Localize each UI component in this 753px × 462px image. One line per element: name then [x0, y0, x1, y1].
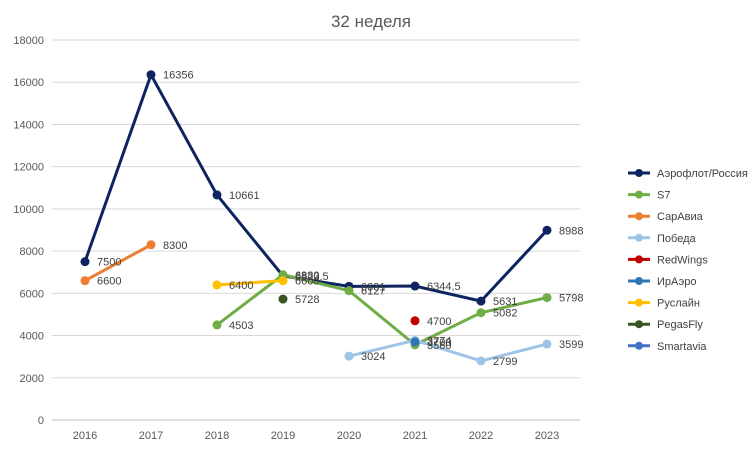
series-line: [216, 273, 548, 347]
legend: Аэрофлот/Россия S7 СарАвиа Победа RedWings Ир…: [628, 168, 748, 353]
y-tick-label: 4000: [20, 331, 44, 343]
chart-title: 32 неделя: [331, 12, 411, 31]
legend-entry: RedWings: [657, 254, 708, 266]
y-tick-label: 8000: [20, 246, 44, 258]
y-tick-label: 16000: [13, 77, 44, 89]
legend-entry: Победа: [657, 233, 696, 245]
data-label: 5798: [559, 293, 583, 305]
x-tick-label: 2016: [73, 430, 97, 442]
data-labels: 7500 16356 10661 6823,5 6331 6344,5 5631 8988 45…: [97, 70, 583, 368]
series-line: [348, 338, 548, 363]
y-axis: 0 2000 4000 6000 8000 10000 12000 14000 16000 180…: [13, 35, 44, 427]
legend-marker: [635, 341, 643, 350]
data-label: 6600: [295, 276, 319, 288]
data-label: 10661: [229, 190, 260, 202]
legend-entry: Руслайн: [657, 298, 700, 310]
data-point: [542, 293, 552, 303]
data-label: 4503: [229, 320, 253, 332]
data-point: [344, 351, 354, 361]
y-tick-label: 18000: [13, 35, 44, 47]
legend-entry: Аэрофлот/Россия: [657, 168, 748, 180]
legend-marker: [635, 298, 643, 307]
legend-marker: [635, 233, 643, 242]
data-label: 6880: [295, 270, 319, 282]
x-tick-label: 2019: [271, 430, 295, 442]
data-label: 8988: [559, 225, 583, 237]
series-line: [83, 73, 549, 303]
y-tick-label: 14000: [13, 119, 44, 131]
data-point: [410, 281, 420, 291]
data-label: 3774: [427, 335, 451, 347]
y-tick-label: 12000: [13, 162, 44, 174]
y-tick-label: 0: [38, 415, 44, 427]
legend-marker: [635, 169, 643, 177]
data-point: [542, 225, 552, 235]
y-tick-label: 2000: [20, 373, 44, 385]
y-tick-label: 10000: [13, 204, 44, 216]
data-label: 3560: [427, 340, 451, 352]
data-point: [476, 296, 486, 306]
data-label: 3599: [559, 339, 583, 351]
x-tick-label: 2023: [535, 430, 559, 442]
legend-marker: [635, 320, 643, 329]
data-point: [476, 356, 486, 366]
data-label: 3024: [361, 351, 385, 363]
data-label: 7500: [97, 257, 121, 269]
legend-entry: Smartavia: [657, 341, 707, 353]
data-point: [344, 286, 354, 296]
series-layer: [80, 70, 552, 366]
data-label: 5728: [295, 294, 319, 306]
legend-marker: [635, 277, 643, 285]
data-label: 4700: [427, 316, 451, 328]
legend-entry: PegasFly: [657, 319, 703, 331]
data-label: 6823,5: [295, 271, 329, 283]
data-point: [542, 339, 552, 349]
data-point: [278, 276, 288, 286]
data-label: 6344,5: [427, 281, 461, 293]
x-axis: 2016 2017 2018 2019 2020 2021 2022 2023: [73, 430, 559, 442]
legend-marker: [635, 255, 643, 264]
data-point: [80, 257, 90, 267]
legend-entry: S7: [657, 190, 670, 202]
gridlines: [52, 39, 580, 421]
data-label: 6400: [229, 280, 253, 292]
x-tick-label: 2020: [337, 430, 361, 442]
legend-entry: ИрАэро: [657, 276, 696, 288]
series-line: [216, 279, 284, 287]
x-tick-label: 2017: [139, 430, 163, 442]
data-point: [212, 190, 222, 200]
data-point: [410, 337, 420, 347]
data-label: 3700: [427, 337, 451, 349]
legend-marker: [635, 212, 643, 221]
legend-marker: [635, 190, 643, 199]
data-point: [80, 276, 90, 286]
data-label: 5082: [493, 308, 517, 320]
series-line: [84, 243, 152, 282]
x-tick-label: 2018: [205, 430, 229, 442]
y-tick-label: 6000: [20, 288, 44, 300]
data-point: [410, 316, 420, 326]
data-label: 5631: [493, 296, 517, 308]
data-label: 6600: [97, 276, 121, 288]
legend-entry: СарАвиа: [657, 211, 704, 223]
data-point: [476, 308, 486, 318]
data-point: [146, 70, 156, 80]
x-tick-label: 2022: [469, 430, 493, 442]
data-point: [212, 320, 222, 330]
data-label: 6127: [361, 286, 385, 298]
x-tick-label: 2021: [403, 430, 427, 442]
data-label: 8300: [163, 240, 187, 252]
data-point: [146, 240, 156, 250]
data-point: [278, 294, 288, 304]
data-label: 2799: [493, 356, 517, 368]
data-point: [212, 280, 222, 290]
data-label: 6331: [361, 281, 385, 293]
data-label: 16356: [163, 70, 194, 82]
